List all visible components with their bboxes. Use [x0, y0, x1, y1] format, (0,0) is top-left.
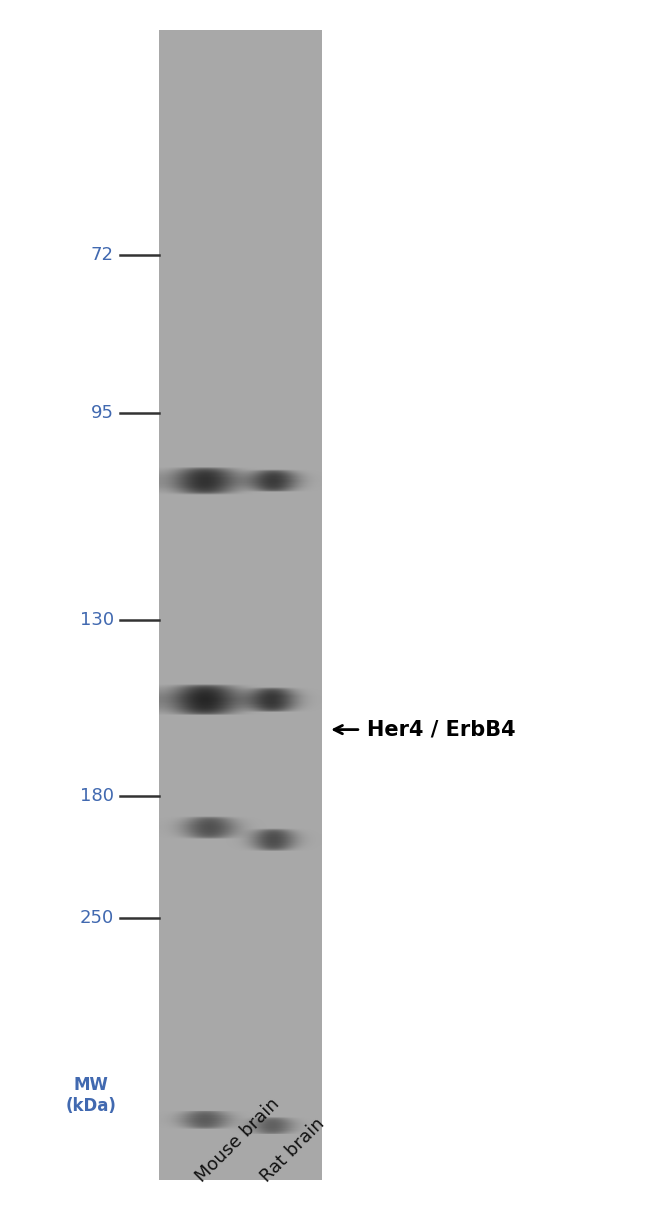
Text: 72: 72: [91, 247, 114, 264]
Bar: [159, 30, 322, 1180]
Text: 95: 95: [91, 405, 114, 422]
Text: Rat brain: Rat brain: [257, 1114, 328, 1186]
Text: 250: 250: [79, 910, 114, 927]
Text: 130: 130: [79, 612, 114, 629]
Text: MW
(kDa): MW (kDa): [66, 1076, 116, 1115]
Text: Her4 / ErbB4: Her4 / ErbB4: [367, 720, 516, 739]
Text: Mouse brain: Mouse brain: [192, 1094, 283, 1186]
Text: 180: 180: [80, 788, 114, 805]
